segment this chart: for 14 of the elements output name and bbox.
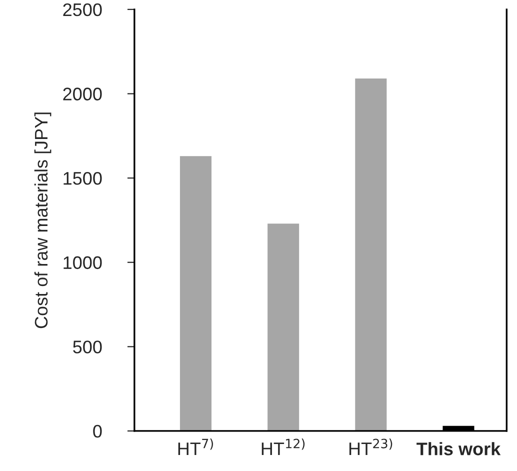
y-tick-label: 0 — [93, 424, 102, 438]
y-tick-label: 500 — [73, 340, 102, 354]
x-tick-label: HT$^{7)}$ — [178, 438, 213, 456]
x-tick-label: HT$^{12)}$ — [262, 438, 305, 456]
y-tick-label: 2000 — [63, 88, 102, 100]
bar — [355, 78, 387, 431]
x-tick-label: HT$^{23)}$ — [349, 438, 392, 456]
bar — [180, 156, 212, 431]
y-tick-label: 2500 — [63, 3, 102, 16]
bar — [268, 224, 300, 431]
y-axis-title: Cost of raw materials [JPY] — [34, 112, 52, 328]
y-tick-label: 1000 — [64, 256, 102, 270]
x-tick-label: This work — [416, 442, 501, 456]
y-tick-label: 1500 — [64, 172, 102, 185]
